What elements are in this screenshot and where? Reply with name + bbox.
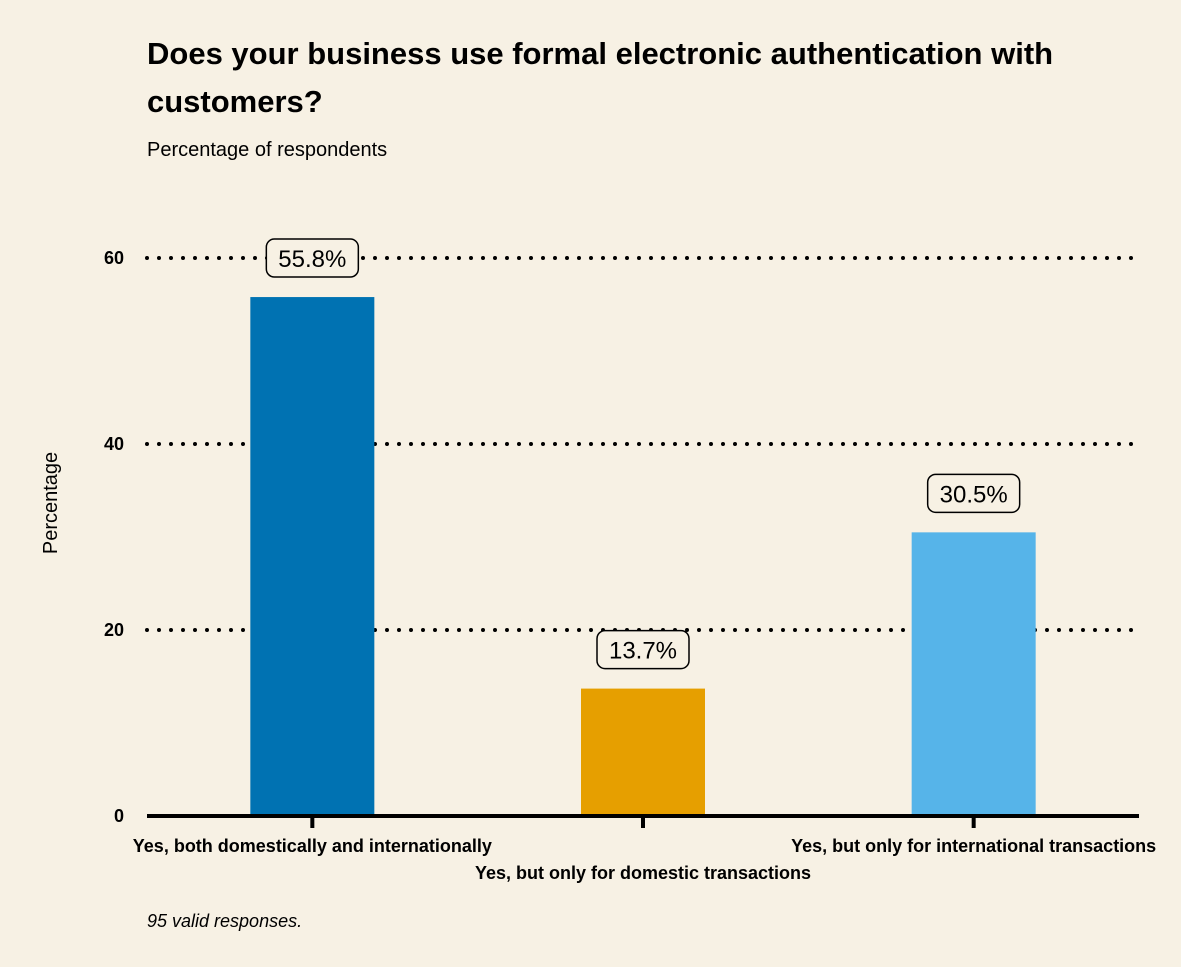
data-label: 13.7%: [609, 638, 677, 665]
data-label: 30.5%: [940, 481, 1008, 508]
x-tick-label: Yes, but only for international transact…: [791, 836, 1156, 856]
chart-subtitle: Percentage of respondents: [147, 139, 388, 161]
chart-caption: 95 valid responses.: [147, 911, 303, 931]
x-tick-label: Yes, both domestically and international…: [133, 836, 492, 856]
y-tick-label: 60: [104, 248, 124, 268]
y-tick-label: 0: [114, 806, 124, 826]
bar: [911, 532, 1036, 816]
data-label: 55.8%: [278, 246, 346, 273]
y-tick-label: 40: [104, 434, 124, 454]
data-label-box: [265, 238, 360, 278]
axes: 0 20 40 60 Yes, both domestically and intern…: [104, 248, 1156, 883]
y-tick-label: 20: [104, 620, 124, 640]
data-label-box: [926, 473, 1021, 514]
bar: [581, 688, 705, 816]
chart-title: Does your business use formal electronic…: [147, 36, 1054, 119]
bars: [250, 297, 1036, 816]
data-label-box: [596, 629, 690, 670]
y-axis-title: Percentage: [40, 452, 62, 554]
x-tick-label: Yes, but only for domestic transactions: [475, 863, 811, 883]
bar: [250, 297, 375, 816]
data-labels: 55.8% 13.7% 30.5%: [265, 238, 1021, 670]
